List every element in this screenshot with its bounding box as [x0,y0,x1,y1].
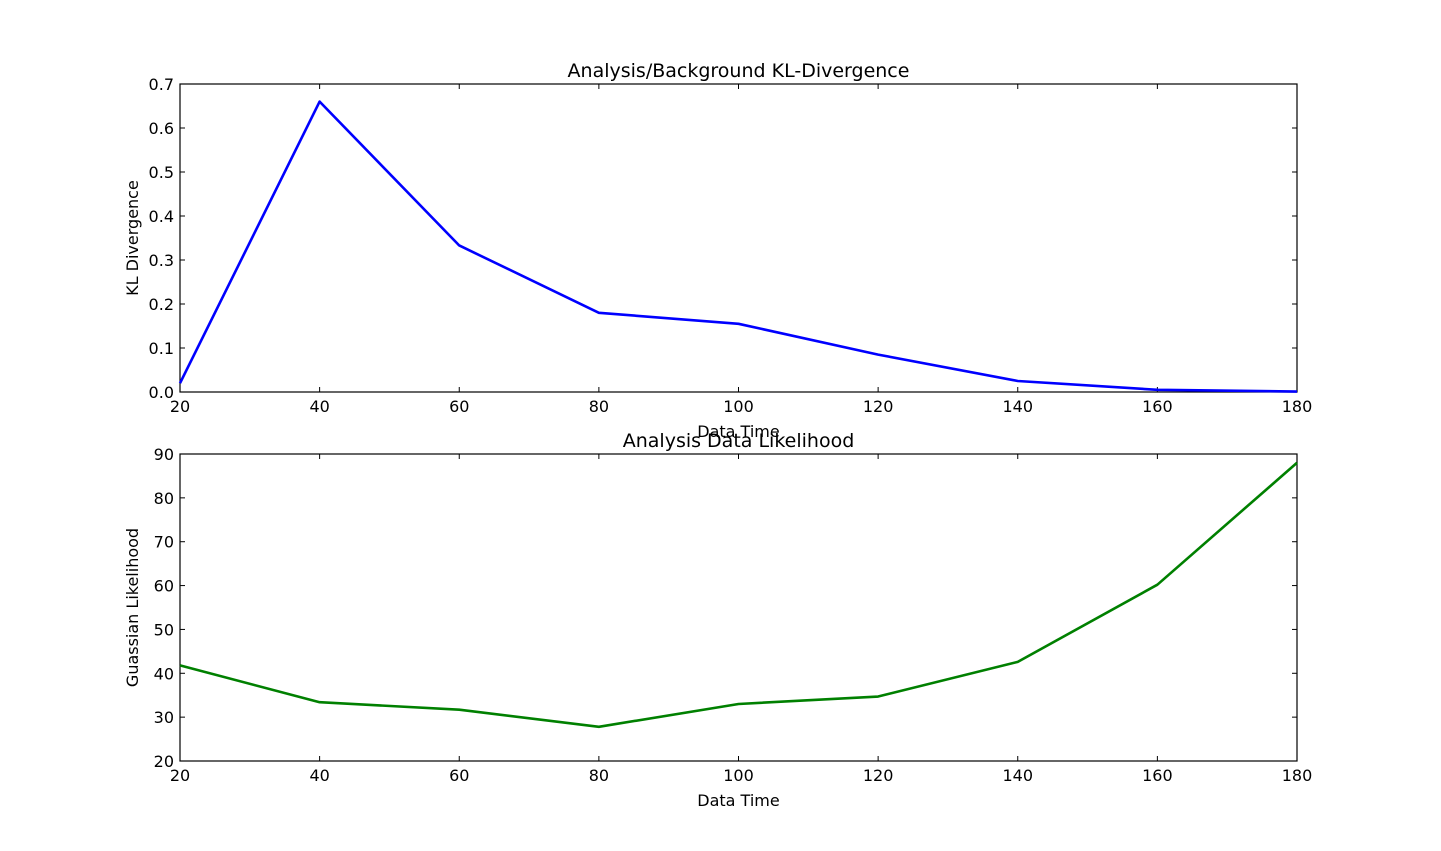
likelihood-y-tick-label: 90 [154,445,174,464]
kl-x-tick-label: 180 [1282,397,1313,416]
kl-y-tick-label: 0.6 [149,119,174,138]
kl-x-tick-label: 60 [449,397,469,416]
kl-y-tick-label: 0.2 [149,295,174,314]
likelihood-y-tick-label: 30 [154,708,174,727]
likelihood-y-tick-label: 70 [154,533,174,552]
kl-divergence-panel: 20 40 60 80 100 120 140 160 180 0.0 0.1 0.2 0.3 0.4 0.… [123,60,1312,441]
likelihood-x-tick-label: 180 [1282,766,1313,785]
likelihood-y-tick-label: 80 [154,489,174,508]
likelihood-x-tick-label: 20 [170,766,190,785]
kl-y-tick-label: 0.5 [149,163,174,182]
likelihood-y-tick-label: 40 [154,664,174,683]
likelihood-x-tick-label: 40 [309,766,329,785]
likelihood-x-tick-label: 160 [1142,766,1173,785]
kl-x-tick-label: 80 [589,397,609,416]
likelihood-x-tick-label: 60 [449,766,469,785]
likelihood-chart-title: Analysis Data Likelihood [623,430,855,452]
likelihood-plot-frame [179,453,1298,762]
likelihood-x-tick-label: 140 [1002,766,1033,785]
kl-x-tick-label: 100 [723,397,754,416]
kl-y-tick-label: 0.4 [149,207,174,226]
likelihood-x-tick-label: 100 [723,766,754,785]
kl-y-tick-label: 0.1 [149,339,174,358]
likelihood-panel: 20 40 60 80 100 120 140 160 180 20 30 40 50 60 70 80 90 A… [123,430,1312,810]
likelihood-y-axis-label: Guassian Likelihood [123,528,142,687]
kl-y-axis-label: KL Divergence [123,180,142,296]
kl-chart-title: Analysis/Background KL-Divergence [568,60,910,82]
likelihood-series-line [179,461,1298,729]
likelihood-y-tick-label: 20 [154,752,174,771]
likelihood-x-axis-label: Data Time [697,791,779,810]
kl-x-tick-label: 20 [170,397,190,416]
kl-y-tick-label: 0.7 [149,75,174,94]
likelihood-x-tick-label: 80 [589,766,609,785]
kl-x-tick-label: 160 [1142,397,1173,416]
kl-y-tick-label: 0.0 [149,383,174,402]
kl-series-line [178,100,1298,393]
kl-x-tick-label: 120 [863,397,894,416]
kl-x-axis-label: Data Time [697,422,779,441]
kl-y-tick-label: 0.3 [149,251,174,270]
likelihood-y-tick-label: 50 [154,620,174,639]
kl-x-tick-label: 140 [1002,397,1033,416]
kl-x-tick-label: 40 [309,397,329,416]
likelihood-x-tick-label: 120 [863,766,894,785]
likelihood-y-tick-label: 60 [154,577,174,596]
